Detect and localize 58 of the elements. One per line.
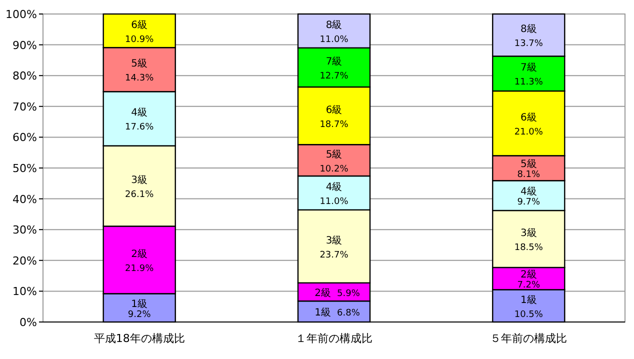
text: 4級 <box>131 108 148 119</box>
text: 3級 <box>326 235 342 246</box>
x-tick-label: 平成18年の構成比 <box>94 332 185 345</box>
data-label: 21.0% <box>514 127 544 138</box>
series-label: 8級 <box>326 20 342 31</box>
y-tick-label: 50% <box>12 162 37 175</box>
text: 1級 <box>520 294 537 306</box>
data-label: 6.8% <box>337 308 360 319</box>
y-tick-label: 30% <box>12 224 37 237</box>
data-label: 11.0% <box>320 34 349 45</box>
y-tick-label: 100% <box>6 8 37 21</box>
text: 6級 <box>326 104 342 116</box>
text: 1級 <box>131 298 148 310</box>
data-label: 9.7% <box>517 198 541 208</box>
text: 5級 <box>131 58 148 70</box>
data-label: 7.2% <box>517 280 541 291</box>
data-label: 11.3% <box>514 78 544 88</box>
y-tick-label: 20% <box>12 254 37 268</box>
data-label: 10.9% <box>125 34 154 45</box>
data-label: 17.6% <box>125 122 154 133</box>
series-label: 2級 <box>314 288 331 299</box>
text: 7級 <box>326 56 342 68</box>
series-label: 4級 <box>520 186 537 198</box>
y-tick-label: 70% <box>12 100 37 114</box>
x-tick-label: １年前の構成比 <box>296 332 372 345</box>
data-label: 26.1% <box>125 190 154 200</box>
data-label: 10.5% <box>514 310 544 320</box>
y-tick-label: 60% <box>12 131 37 144</box>
text: 2級 <box>520 270 537 281</box>
data-label: 18.7% <box>320 120 349 130</box>
series-label: 5級 <box>520 159 537 170</box>
data-label: 13.7% <box>514 39 544 50</box>
y-tick-label: 10% <box>12 285 37 298</box>
data-label: 5.9% <box>337 288 360 299</box>
text: 5級 <box>326 149 342 160</box>
data-label: 14.3% <box>125 74 154 84</box>
data-label: 12.7% <box>320 71 349 82</box>
text: 6級 <box>520 112 537 124</box>
text: 8級 <box>520 24 537 36</box>
y-tick-label: 0% <box>20 316 37 329</box>
data-label: 8.1% <box>517 170 541 180</box>
text: 2級 <box>131 248 148 260</box>
text: 4級 <box>326 182 342 193</box>
y-tick-label: 40% <box>12 192 37 206</box>
data-label: 11.0% <box>320 196 349 207</box>
series-label: 6級 <box>131 20 148 31</box>
y-tick-label: 80% <box>12 70 37 83</box>
data-label: 21.9% <box>125 264 154 274</box>
data-label: 18.5% <box>514 242 544 253</box>
series-label: 3級 <box>520 228 537 239</box>
data-label: 23.7% <box>320 250 349 260</box>
data-label: 10.2% <box>320 164 349 174</box>
text: 3級 <box>131 175 148 186</box>
series-label: 7級 <box>520 62 537 74</box>
y-tick-label: 90% <box>12 38 37 52</box>
x-tick-label: ５年前の構成比 <box>490 332 568 345</box>
data-label: 9.2% <box>128 310 152 320</box>
series-label: 1級 <box>314 308 331 319</box>
